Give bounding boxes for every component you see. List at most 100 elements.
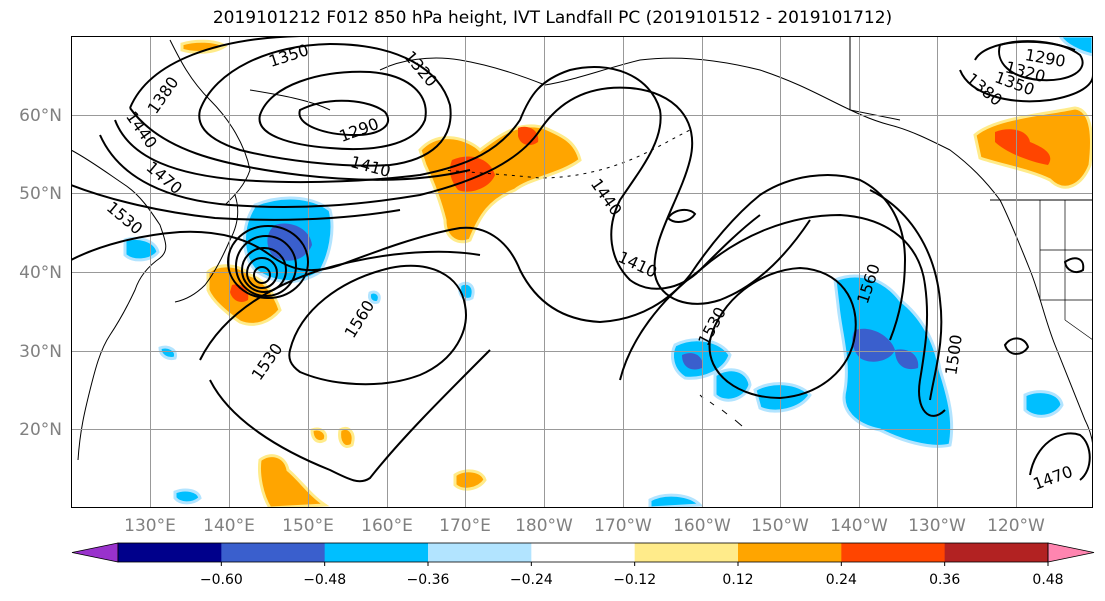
ivt-negative-area <box>368 290 381 304</box>
coastline-okhotsk <box>249 89 331 111</box>
ivt-negative-area <box>1058 36 1093 57</box>
lon-label: 160°W <box>673 516 731 536</box>
contour-line <box>99 86 811 305</box>
colorbar: −0.60 −0.48 −0.36 −0.24 −0.12 0.12 0.24 0.36 0.4… <box>71 542 1095 588</box>
contour-label: 1290 <box>337 114 382 146</box>
colorbar-tick-label: 0.12 <box>722 572 753 588</box>
contour-line <box>959 69 1093 103</box>
coastline-alaska <box>379 57 1001 201</box>
contour-label: 1560 <box>341 297 379 342</box>
contour-line <box>619 213 946 417</box>
ivt-negative-core <box>895 349 919 370</box>
colorbar-segment <box>531 543 636 562</box>
ivt-negative-area <box>123 237 160 262</box>
colorbar-tick-label: −0.12 <box>613 572 656 588</box>
contour-label: 1470 <box>1030 462 1075 494</box>
ivt-negative-area <box>1023 390 1064 418</box>
coastline-kamchatka <box>169 39 251 206</box>
contour-label: 1500 <box>941 333 965 376</box>
ivt-negative-core <box>267 223 312 261</box>
contour-label: 1410 <box>615 247 660 281</box>
colorbar-tick-label: −0.48 <box>303 572 346 588</box>
colorbar-extend-min <box>71 542 119 563</box>
contour-line <box>666 208 697 223</box>
lat-label: 40°N <box>19 263 62 283</box>
ivt-positive-core <box>230 284 249 303</box>
state-borders <box>1039 200 1093 341</box>
colorbar-segment <box>634 543 739 562</box>
longitude-labels: 130°E 140°E 150°E 160°E 170°E 180°W 170°… <box>124 516 1045 536</box>
contour-line <box>227 225 309 299</box>
lat-label: 20°N <box>19 420 62 440</box>
colorbar-segment <box>118 543 222 562</box>
contour-line <box>1063 257 1085 273</box>
colorbar-tick-label: 0.36 <box>929 572 960 588</box>
ivt-positive-area <box>310 427 328 444</box>
lon-label: 140°E <box>203 516 255 536</box>
contour-line <box>129 107 471 181</box>
lat-label: 30°N <box>19 342 62 362</box>
contour-label: 1350 <box>266 40 311 71</box>
lon-label: 170°E <box>439 516 491 536</box>
contour-line <box>246 257 278 289</box>
contour-line <box>258 70 427 151</box>
colorbar-segment <box>221 543 326 562</box>
contour-label: 1410 <box>348 152 392 181</box>
ivt-negative-core <box>682 353 703 370</box>
contour-line <box>235 235 297 297</box>
lon-label: 150°E <box>282 516 334 536</box>
contour-line <box>71 184 401 221</box>
lon-label: 130°E <box>124 516 176 536</box>
contour-label: 1530 <box>694 304 730 349</box>
coastline-hawaii <box>699 394 743 427</box>
colorbar-segment <box>738 543 842 562</box>
coastline-aleutians <box>439 129 691 179</box>
coastlines <box>71 36 1093 461</box>
contour-line <box>974 40 1076 61</box>
contour-line <box>71 174 907 341</box>
ivt-positive-core <box>995 129 1051 165</box>
colorbar-tick-label: −0.36 <box>407 572 450 588</box>
colorbar-segment <box>841 543 946 562</box>
contour-line <box>241 247 287 293</box>
lon-label: 120°W <box>987 516 1045 536</box>
contour-line <box>298 99 390 137</box>
lat-label: 50°N <box>19 184 62 204</box>
map-frame <box>71 36 1093 508</box>
contour-line <box>869 189 943 401</box>
contour-label: 1530 <box>103 198 146 239</box>
contour-line <box>114 65 761 290</box>
colorbar-segment <box>944 543 1049 562</box>
contour-line <box>253 266 271 284</box>
lon-label: 170°W <box>594 516 652 536</box>
colorbar-outline <box>117 542 1049 563</box>
colorbar-tick-label: 0.48 <box>1032 572 1063 588</box>
contour-line <box>199 250 481 361</box>
coastline-japan <box>174 194 239 303</box>
colorbar-extend-max <box>1047 542 1095 563</box>
colorbar-tick-label: −0.24 <box>510 572 553 588</box>
lat-label: 60°N <box>19 106 62 126</box>
contour-line <box>198 42 452 167</box>
contour-line <box>288 264 467 386</box>
ivt-positive-area <box>453 469 487 491</box>
contour-label: 1440 <box>587 175 626 219</box>
map-title: 2019101212 F012 850 hPa height, IVT Land… <box>212 8 893 28</box>
ivt-negative-area <box>833 274 954 448</box>
contour-line <box>129 36 301 109</box>
ivt-positive-area <box>338 426 355 448</box>
contour-line <box>1003 337 1030 355</box>
contour-line <box>209 349 491 483</box>
colorbar-tick-label: −0.60 <box>200 572 243 588</box>
lon-label: 180°W <box>515 516 573 536</box>
lon-label: 140°W <box>830 516 888 536</box>
ivt-negative-area <box>173 488 202 505</box>
ivt-negative-core <box>852 328 895 362</box>
lon-label: 150°W <box>751 516 809 536</box>
ivt-positive-area <box>180 39 228 54</box>
latitude-labels: 60°N 50°N 40°N 30°N 20°N <box>19 106 62 440</box>
lon-label: 130°W <box>908 516 966 536</box>
ivt-negative-area <box>158 345 178 360</box>
coastline-north-america <box>999 199 1093 451</box>
